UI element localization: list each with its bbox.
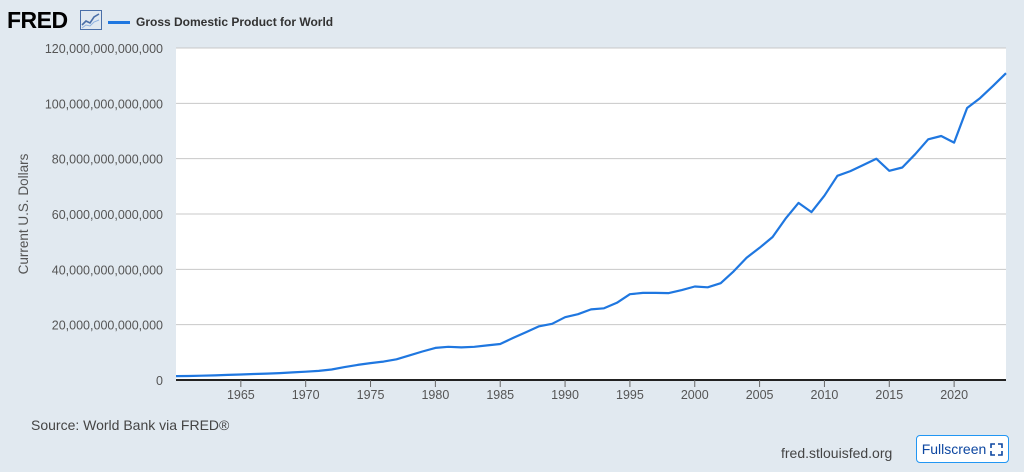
x-tick-label: 1985 xyxy=(486,388,514,402)
x-tick-label: 1970 xyxy=(292,388,320,402)
legend-swatch xyxy=(108,20,130,24)
x-tick-label: 1995 xyxy=(616,388,644,402)
site-link[interactable]: fred.stlouisfed.org xyxy=(781,445,893,461)
x-tick-label: 1975 xyxy=(357,388,385,402)
x-tick-label: 1990 xyxy=(551,388,579,402)
series-line xyxy=(175,72,1007,378)
chart-header: FRED Gross Domestic Product for World xyxy=(0,0,1024,44)
x-tick-label: 2005 xyxy=(746,388,774,402)
y-tick-label: 120,000,000,000,000 xyxy=(45,42,163,56)
y-tick-label: 100,000,000,000,000 xyxy=(45,97,163,111)
line-graph-icon xyxy=(80,10,102,30)
x-tick-label: 2010 xyxy=(811,388,839,402)
fred-logo[interactable]: FRED xyxy=(7,7,68,33)
expand-corners-icon xyxy=(990,442,1004,456)
x-tick-label: 2015 xyxy=(875,388,903,402)
fullscreen-button[interactable]: Fullscreen xyxy=(916,435,1009,463)
y-tick-label: 80,000,000,000,000 xyxy=(52,153,163,167)
x-tick-label: 2000 xyxy=(681,388,709,402)
x-tick-label: 1980 xyxy=(421,388,449,402)
source-note: Source: World Bank via FRED® xyxy=(31,417,230,433)
y-tick-label: 20,000,000,000,000 xyxy=(52,319,163,333)
y-axis-title: Current U.S. Dollars xyxy=(16,153,31,274)
legend-label: Gross Domestic Product for World xyxy=(136,15,334,29)
y-tick-label: 60,000,000,000,000 xyxy=(52,208,163,222)
chart-legend: Gross Domestic Product for World xyxy=(108,14,333,30)
gdp-line-chart: 0 20,000,000,000,000 40,000,000,000,000 60,… xyxy=(16,42,1007,402)
fullscreen-label: Fullscreen xyxy=(921,441,987,457)
x-tick-label: 2020 xyxy=(940,388,968,402)
y-tick-label: 0 xyxy=(156,374,163,388)
y-tick-label: 40,000,000,000,000 xyxy=(52,263,163,277)
x-tick-label: 1965 xyxy=(227,388,255,402)
